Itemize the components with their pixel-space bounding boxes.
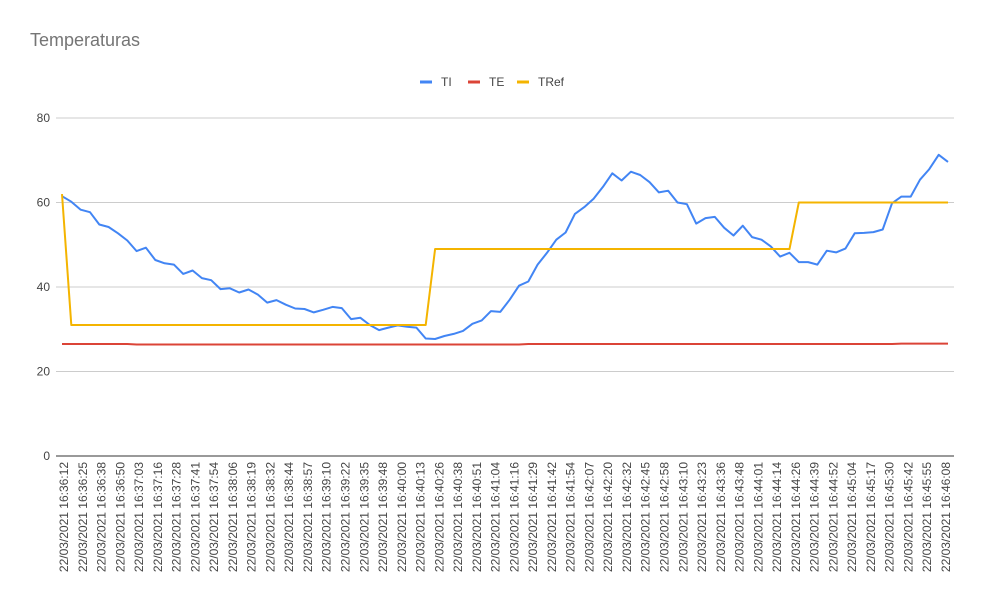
legend-label-ti: TI: [441, 75, 452, 89]
legend-label-te: TE: [489, 75, 504, 89]
chart-title: Temperaturas: [30, 30, 141, 50]
x-tick-label: 22/03/2021 16:43:48: [733, 462, 747, 572]
x-tick-label: 22/03/2021 16:45:30: [883, 462, 897, 572]
x-tick-label: 22/03/2021 16:36:50: [113, 462, 127, 572]
x-tick-label: 22/03/2021 16:42:20: [601, 462, 615, 572]
x-tick-label: 22/03/2021 16:37:54: [207, 462, 221, 572]
x-tick-label: 22/03/2021 16:39:48: [376, 462, 390, 572]
legend-label-tref: TRef: [538, 75, 565, 89]
x-tick-label: 22/03/2021 16:43:23: [695, 462, 709, 572]
series-line-te: [62, 342, 948, 346]
x-tick-label: 22/03/2021 16:39:22: [338, 462, 352, 572]
x-tick-label: 22/03/2021 16:40:26: [432, 462, 446, 572]
x-tick-label: 22/03/2021 16:44:39: [808, 462, 822, 572]
x-tick-label: 22/03/2021 16:41:04: [489, 462, 503, 572]
legend: TI TE TRef: [420, 75, 565, 89]
x-tick-label: 22/03/2021 16:44:26: [789, 462, 803, 572]
x-axis-labels: 22/03/2021 16:36:12 22/03/2021 16:36:25 22…: [57, 462, 953, 572]
y-tick-label: 0: [43, 449, 50, 463]
x-tick-label: 22/03/2021 16:40:00: [395, 462, 409, 572]
x-tick-label: 22/03/2021 16:37:41: [188, 462, 202, 572]
x-tick-label: 22/03/2021 16:38:19: [245, 462, 259, 572]
x-tick-label: 22/03/2021 16:38:57: [301, 462, 315, 572]
x-tick-label: 22/03/2021 16:41:29: [526, 462, 540, 572]
x-tick-label: 22/03/2021 16:42:45: [639, 462, 653, 572]
y-tick-label: 60: [37, 196, 51, 210]
x-tick-label: 22/03/2021 16:45:55: [920, 462, 934, 572]
x-tick-label: 22/03/2021 16:46:08: [939, 462, 953, 572]
x-tick-label: 22/03/2021 16:44:01: [751, 462, 765, 572]
x-tick-label: 22/03/2021 16:45:42: [901, 462, 915, 572]
x-tick-label: 22/03/2021 16:41:42: [545, 462, 559, 572]
x-tick-label: 22/03/2021 16:36:25: [76, 462, 90, 572]
x-tick-label: 22/03/2021 16:41:54: [564, 462, 578, 572]
gridlines: [56, 117, 954, 457]
x-tick-label: 22/03/2021 16:42:58: [658, 462, 672, 572]
x-tick-label: 22/03/2021 16:37:03: [132, 462, 146, 572]
y-tick-label: 20: [37, 365, 51, 379]
x-tick-label: 22/03/2021 16:36:12: [57, 462, 71, 572]
y-tick-label: 80: [37, 111, 51, 125]
x-tick-label: 22/03/2021 16:39:10: [320, 462, 334, 572]
y-axis-labels: 0 20 40 60 80: [37, 111, 51, 463]
x-tick-label: 22/03/2021 16:44:14: [770, 462, 784, 572]
x-tick-label: 22/03/2021 16:42:32: [620, 462, 634, 572]
x-tick-label: 22/03/2021 16:43:36: [714, 462, 728, 572]
x-tick-label: 22/03/2021 16:41:16: [507, 462, 521, 572]
x-tick-label: 22/03/2021 16:42:07: [582, 462, 596, 572]
x-tick-label: 22/03/2021 16:40:13: [414, 462, 428, 572]
x-tick-label: 22/03/2021 16:38:06: [226, 462, 240, 572]
x-tick-label: 22/03/2021 16:43:10: [676, 462, 690, 572]
y-tick-label: 40: [37, 280, 51, 294]
x-tick-label: 22/03/2021 16:38:44: [282, 462, 296, 572]
x-tick-label: 22/03/2021 16:45:17: [864, 462, 878, 572]
series-line-tref: [61, 194, 948, 326]
x-tick-label: 22/03/2021 16:37:16: [151, 462, 165, 572]
x-tick-label: 22/03/2021 16:38:32: [263, 462, 277, 572]
series-line-ti: [61, 153, 949, 340]
x-tick-label: 22/03/2021 16:44:52: [826, 462, 840, 572]
x-tick-label: 22/03/2021 16:40:38: [451, 462, 465, 572]
x-tick-label: 22/03/2021 16:45:04: [845, 462, 859, 572]
x-tick-label: 22/03/2021 16:36:38: [95, 462, 109, 572]
x-tick-label: 22/03/2021 16:40:51: [470, 462, 484, 572]
series-lines: [61, 153, 949, 346]
x-tick-label: 22/03/2021 16:37:28: [170, 462, 184, 572]
x-tick-label: 22/03/2021 16:39:35: [357, 462, 371, 572]
